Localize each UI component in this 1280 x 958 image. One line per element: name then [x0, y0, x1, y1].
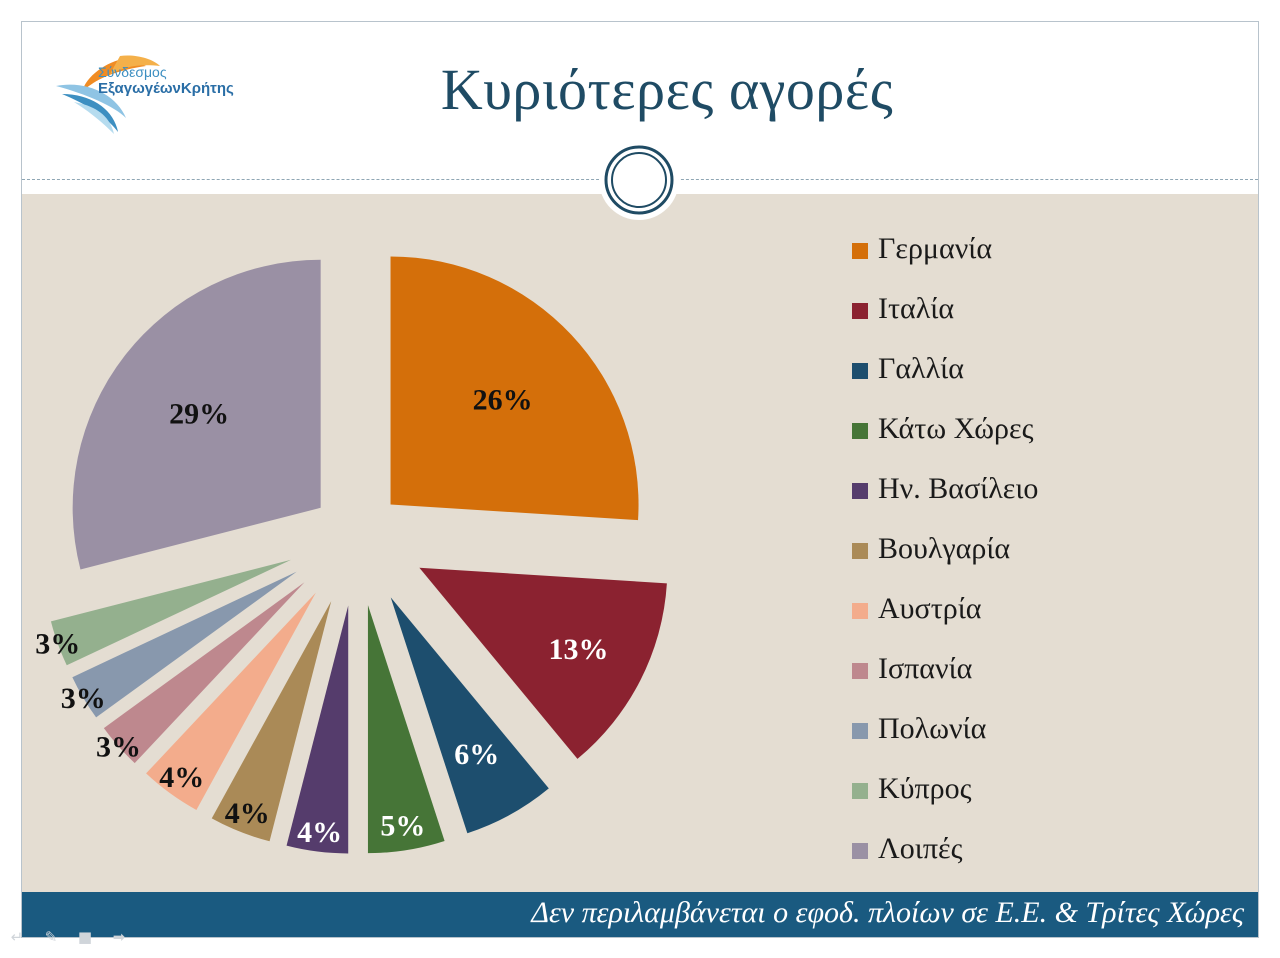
legend-label: Γαλλία [878, 352, 964, 385]
legend-label: Γερμανία [878, 232, 993, 265]
pie-slice-10 [50, 559, 292, 666]
legend-swatch [852, 423, 868, 439]
footer-note: Δεν περιλαμβάνεται ο εφοδ. πλοίων σε Ε.Ε… [531, 896, 1244, 929]
legend-label: Βουλγαρία [878, 532, 1011, 565]
pie-slice-3 [390, 597, 549, 834]
pie-label-11: 29% [169, 398, 229, 431]
slide: Σύνδεσμος ΕξαγωγέωνΚρήτης Κυριότερες αγο… [21, 21, 1259, 938]
logo-text-line2: ΕξαγωγέωνΚρήτης [98, 80, 234, 97]
pie-slice-6 [211, 601, 332, 842]
legend-label: Ιταλία [878, 292, 955, 325]
legend-label: Ην. Βασίλειο [878, 472, 1039, 505]
pen-icon[interactable]: ✎ [44, 928, 58, 946]
legend-swatch [852, 303, 868, 319]
legend-label: Αυστρία [878, 592, 982, 625]
legend-label: Πολωνία [878, 712, 987, 745]
legend-label: Λοιπές [878, 832, 963, 865]
legend-swatch [852, 543, 868, 559]
ring-ornament-icon [599, 140, 679, 220]
pie-slice-2 [419, 567, 667, 759]
legend-swatch [852, 663, 868, 679]
pie-label-6: 4% [225, 797, 270, 830]
legend-swatch [852, 243, 868, 259]
pie-slice-8 [103, 582, 305, 764]
legend-swatch [852, 603, 868, 619]
menu-icon[interactable]: ■ [77, 928, 93, 946]
pie-label-5: 4% [297, 816, 342, 849]
logo-swirl-icon [56, 55, 160, 134]
legend-swatch [852, 723, 868, 739]
pie-slice-1 [390, 256, 639, 521]
pie-slice-7 [146, 592, 316, 810]
pie-slice-4 [367, 605, 445, 854]
pie-label-4: 5% [380, 810, 425, 843]
pie-slice-5 [286, 605, 349, 854]
arrow-left-icon[interactable]: ↵ [10, 928, 24, 946]
footer-bar: Δεν περιλαμβάνεται ο εφοδ. πλοίων σε Ε.Ε… [22, 892, 1258, 937]
pie-label-7: 4% [159, 761, 204, 794]
pie-slice-9 [72, 571, 297, 718]
legend-label: Κάτω Χώρες [878, 412, 1034, 445]
pie-label-1: 26% [473, 383, 533, 416]
legend-label: Κύπρος [878, 772, 972, 805]
slide-title: Κυριότερες αγορές [440, 57, 894, 122]
legend-swatch [852, 843, 868, 859]
pie-label-2: 13% [548, 633, 608, 666]
pie-label-9: 3% [61, 682, 106, 715]
legend-swatch [852, 483, 868, 499]
slideshow-nav: ↵ ✎ ■ ➡ [8, 928, 128, 948]
logo-text-line1: Σύνδεσμος [98, 64, 167, 80]
pie-label-3: 6% [454, 738, 499, 771]
legend-swatch [852, 783, 868, 799]
pie-slice-11 [72, 259, 321, 570]
legend-label: Ισπανία [878, 652, 973, 685]
legend-swatch [852, 363, 868, 379]
pie-label-10: 3% [35, 628, 80, 661]
pie-label-8: 3% [96, 730, 141, 763]
pie-chart: 26% 13% 6% 5% 4% 4% 4% 3% 3% 3% 29% [35, 256, 667, 854]
arrow-right-icon[interactable]: ➡ [112, 928, 126, 946]
